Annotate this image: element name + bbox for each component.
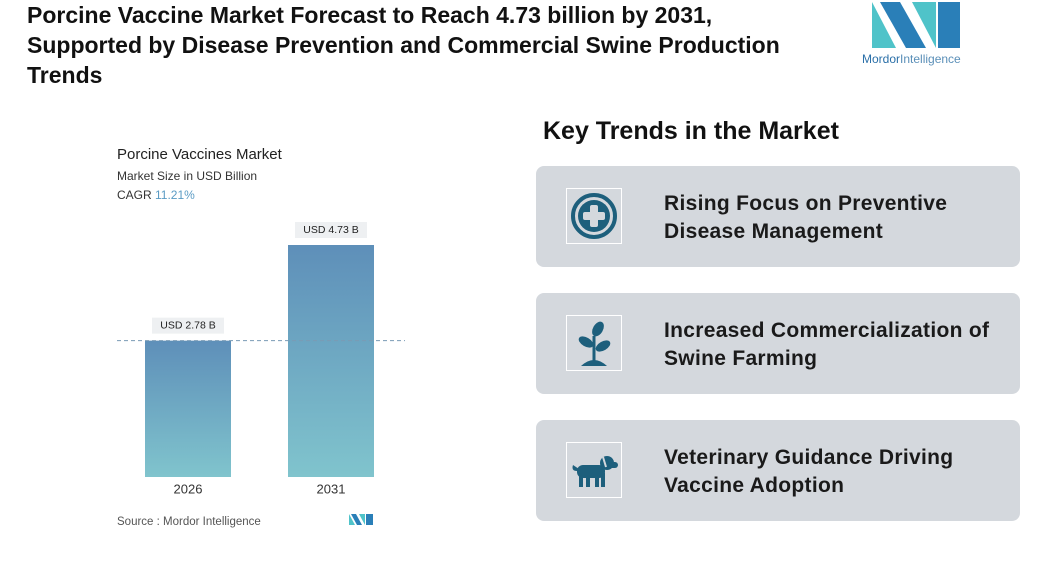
bar xyxy=(288,245,374,477)
logo: MordorIntelligence xyxy=(862,2,961,66)
plot: USD 2.78 B 2026 USD 4.73 B 2031 xyxy=(117,222,405,496)
cagr: CAGR 11.21% xyxy=(117,188,195,202)
chart-subtitle: Market Size in USD Billion xyxy=(117,169,257,183)
source: Source : Mordor Intelligence xyxy=(117,516,261,528)
trend-card: Veterinary Guidance Driving Vaccine Adop… xyxy=(536,420,1020,521)
logo-text: MordorIntelligence xyxy=(862,52,961,66)
x-tick-label: 2031 xyxy=(317,481,346,496)
trend-card: Rising Focus on Preventive Disease Manag… xyxy=(536,166,1020,267)
x-tick-label: 2026 xyxy=(174,481,203,496)
trend-text: Increased Commercialization of Swine Far… xyxy=(664,319,990,370)
trend-text: Rising Focus on Preventive Disease Manag… xyxy=(664,192,948,243)
trend-card: Increased Commercialization of Swine Far… xyxy=(536,293,1020,394)
bar xyxy=(145,340,231,477)
value-label-box xyxy=(295,222,367,238)
trends-heading: Key Trends in the Market xyxy=(543,117,839,145)
chart-title: Porcine Vaccines Market xyxy=(117,146,283,163)
value-label-box xyxy=(152,317,224,334)
value-label: USD 4.73 B xyxy=(303,224,358,236)
icon xyxy=(566,188,622,244)
value-label: USD 2.78 B xyxy=(160,319,215,331)
icon xyxy=(566,315,622,371)
page-title: Porcine Vaccine Market Forecast to Reach… xyxy=(27,2,780,88)
source-logo xyxy=(349,514,373,525)
icon xyxy=(566,442,622,498)
trend-text: Veterinary Guidance Driving Vaccine Adop… xyxy=(664,446,954,497)
